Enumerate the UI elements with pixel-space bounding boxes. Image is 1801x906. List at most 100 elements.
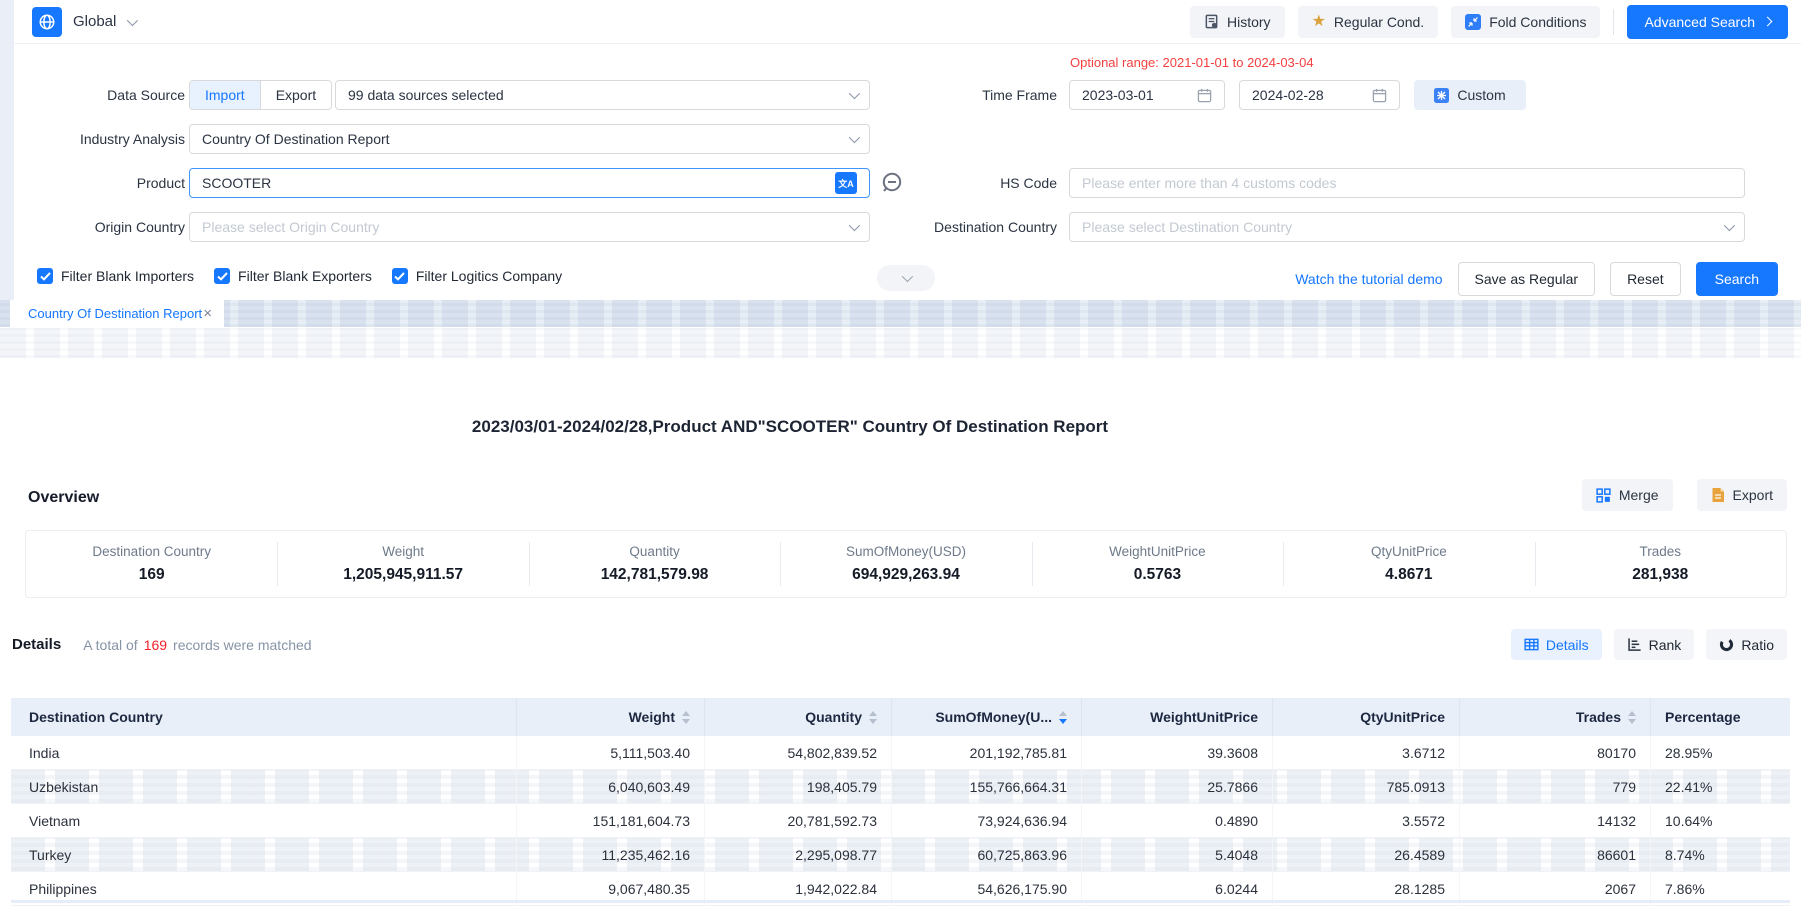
globe-logo [32,7,62,37]
merge-icon [1596,488,1611,503]
history-button[interactable]: History [1190,6,1285,38]
view-details-button[interactable]: Details [1511,629,1602,660]
view-details-label: Details [1546,637,1589,653]
details-table: Destination Country Weight Quantity SumO… [11,698,1790,906]
col-weight-unit-price: WeightUnitPrice [1082,698,1273,736]
reset-button[interactable]: Reset [1610,262,1681,296]
sort-carets [682,711,690,724]
time-frame-label: Time Frame [864,80,1057,110]
table-row[interactable]: Turkey 11,235,462.16 2,295,098.77 60,725… [11,838,1790,872]
topbar: Global History ★ Regular Cond. Fold Cond… [14,0,1801,44]
origin-country-label: Origin Country [14,212,185,242]
calendar-icon[interactable] [1372,88,1387,103]
filter-logistics-company-checkbox[interactable]: Filter Logitics Company [392,268,562,284]
filter-blank-exporters-label: Filter Blank Exporters [238,268,372,284]
stat-destination-country: Destination Country 169 [26,531,277,597]
destination-country-placeholder: Please select Destination Country [1082,219,1292,235]
origin-country-select[interactable]: Please select Origin Country [189,212,870,242]
chevron-down-icon [1724,220,1735,231]
watermark-band [0,328,1801,358]
tab-country-of-destination-report[interactable]: Country Of Destination Report × [10,300,224,327]
details-table-icon [1524,637,1539,652]
advanced-search-button[interactable]: Advanced Search [1627,5,1788,39]
page-left-margin [0,0,14,300]
data-sources-select[interactable]: 99 data sources selected [335,80,870,110]
import-tab[interactable]: Import [190,81,260,109]
export-tab[interactable]: Export [260,81,331,109]
export-file-icon [1711,487,1725,503]
translate-icon[interactable]: 文A [835,172,857,194]
col-quantity[interactable]: Quantity [705,698,892,736]
view-rank-button[interactable]: Rank [1614,629,1695,660]
stat-weight: Weight 1,205,945,911.57 [277,531,528,597]
table-row[interactable]: Uzbekistan 6,040,603.49 198,405.79 155,7… [11,770,1790,804]
destination-country-select[interactable]: Please select Destination Country [1069,212,1745,242]
custom-range-button[interactable]: Custom [1414,80,1526,110]
data-source-segment: Import Export [189,80,332,110]
date-start-input[interactable] [1082,87,1197,103]
chevron-down-icon [902,271,913,282]
matched-count: 169 [144,637,167,653]
col-qty-unit-price: QtyUnitPrice [1273,698,1460,736]
industry-analysis-select[interactable]: Country Of Destination Report [189,124,870,154]
fold-conditions-button[interactable]: Fold Conditions [1451,6,1600,38]
filter-blank-exporters-checkbox[interactable]: Filter Blank Exporters [214,268,372,284]
hs-code-label: HS Code [864,168,1057,198]
col-trades[interactable]: Trades [1460,698,1651,736]
overview-stats-card: Destination Country 169 Weight 1,205,945… [25,530,1787,598]
filter-blank-importers-label: Filter Blank Importers [61,268,194,284]
view-ratio-button[interactable]: Ratio [1706,629,1787,660]
col-percentage: Percentage [1651,698,1790,736]
date-start-field [1069,80,1225,110]
chevron-down-icon [849,132,860,143]
origin-country-placeholder: Please select Origin Country [202,219,379,235]
stat-quantity: Quantity 142,781,579.98 [529,531,780,597]
matched-summary: A total of169records were matched [83,637,311,653]
product-input[interactable] [202,175,827,191]
merge-button[interactable]: Merge [1582,479,1673,511]
chevron-down-icon [849,220,860,231]
filter-blank-importers-checkbox[interactable]: Filter Blank Importers [37,268,194,284]
report-area: 2023/03/01-2024/02/28,Product AND"SCOOTE… [0,327,1801,903]
col-sum-of-money[interactable]: SumOfMoney(U... [892,698,1082,736]
region-selector[interactable]: Global [32,7,135,37]
table-header: Destination Country Weight Quantity SumO… [11,698,1790,736]
hs-code-input[interactable] [1082,175,1732,191]
advanced-search-label: Advanced Search [1644,14,1755,30]
save-as-regular-button[interactable]: Save as Regular [1458,262,1596,296]
sort-carets-active-desc [1059,711,1067,724]
chevron-down-icon [849,88,860,99]
tutorial-link[interactable]: Watch the tutorial demo [1295,271,1442,287]
fold-conditions-label: Fold Conditions [1489,14,1586,30]
product-field: 文A [189,168,870,198]
details-heading: Details [12,636,61,653]
custom-label: Custom [1457,87,1505,103]
history-label: History [1227,14,1271,30]
table-row[interactable]: Vietnam 151,181,604.73 20,781,592.73 73,… [11,804,1790,838]
view-rank-label: Rank [1649,637,1682,653]
search-button[interactable]: Search [1696,262,1778,296]
overview-heading: Overview [28,489,99,507]
sort-carets [869,711,877,724]
regular-cond-button[interactable]: ★ Regular Cond. [1298,6,1439,38]
stat-trades: Trades 281,938 [1535,531,1786,597]
calendar-icon[interactable] [1197,88,1212,103]
date-end-field [1239,80,1400,110]
tab-strip: Country Of Destination Report × [0,300,1801,327]
view-ratio-label: Ratio [1741,637,1774,653]
data-source-label: Data Source [14,80,185,110]
col-weight[interactable]: Weight [517,698,705,736]
regular-cond-label: Regular Cond. [1334,14,1424,30]
filter-logistics-company-label: Filter Logitics Company [416,268,562,284]
close-icon[interactable]: × [203,306,212,321]
industry-analysis-value: Country Of Destination Report [202,131,390,147]
tab-title: Country Of Destination Report [28,306,203,321]
date-end-input[interactable] [1252,87,1372,103]
collapse-form-button[interactable] [877,265,935,291]
col-destination-country: Destination Country [11,698,517,736]
checkbox-checked-icon [392,268,408,284]
ratio-icon [1719,637,1734,652]
filter-checkbox-row: Filter Blank Importers Filter Blank Expo… [37,262,562,290]
export-button[interactable]: Export [1697,479,1787,511]
table-row[interactable]: India 5,111,503.40 54,802,839.52 201,192… [11,736,1790,770]
